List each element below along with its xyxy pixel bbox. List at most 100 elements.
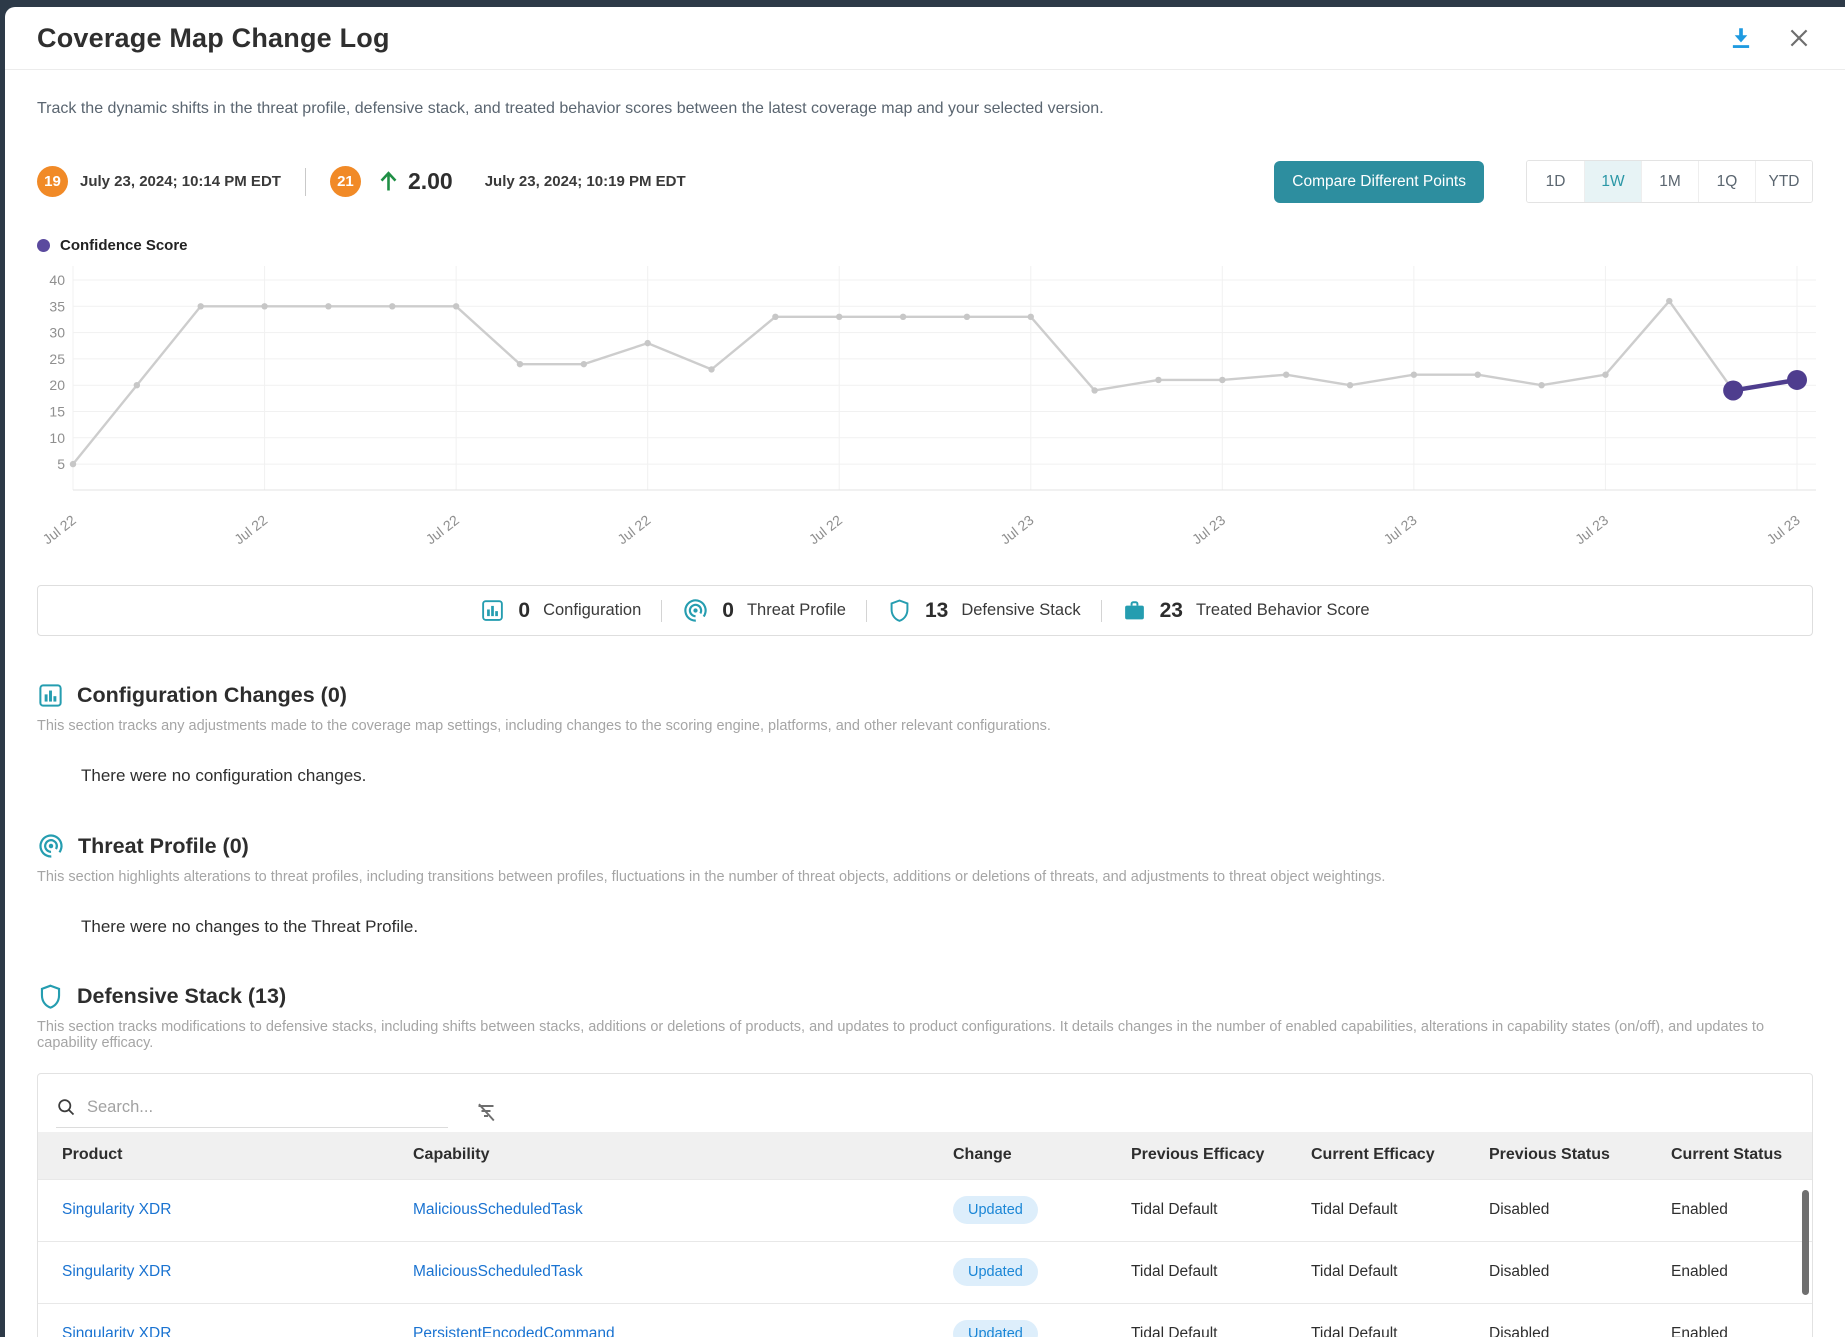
to-point-date: July 23, 2024; 10:19 PM EDT	[484, 173, 686, 190]
confidence-score-chart[interactable]: 5 10 15 20 25 30 35 40 Jul 22 Jul 22 Jul 22 Jul 22 J…	[37, 258, 1816, 583]
summary-threat-profile-count: 0	[722, 598, 734, 622]
range-tab-1q[interactable]: 1Q	[1698, 161, 1755, 202]
table-row: Singularity XDR PersistentEncodedCommand…	[38, 1302, 1812, 1337]
section-description: This section tracks modifications to def…	[37, 1019, 1765, 1051]
summary-treated-behavior: 23 Treated Behavior Score	[1122, 598, 1370, 623]
previous-efficacy-cell: Tidal Default	[1121, 1178, 1301, 1241]
chart-legend: Confidence Score	[37, 237, 1813, 254]
svg-text:25: 25	[49, 351, 65, 367]
summary-configuration: 0 Configuration	[480, 598, 641, 623]
svg-text:Jul 23: Jul 23	[1380, 512, 1419, 548]
table-row: Singularity XDR MaliciousScheduledTask U…	[38, 1240, 1812, 1303]
empty-state-text: There were no configuration changes.	[81, 766, 367, 785]
svg-text:Jul 22: Jul 22	[231, 512, 270, 548]
svg-text:35: 35	[49, 298, 65, 314]
table-header-row: Product Capability Change Previous Effic…	[38, 1132, 1812, 1179]
section-title: Threat Profile (0)	[78, 833, 249, 858]
svg-text:40: 40	[49, 272, 65, 288]
range-tab-1d[interactable]: 1D	[1527, 161, 1584, 202]
clear-filters-button[interactable]	[474, 1100, 498, 1124]
search-icon	[58, 1098, 75, 1115]
summary-defensive-stack-label: Defensive Stack	[961, 601, 1081, 619]
summary-threat-profile: 0 Threat Profile	[682, 597, 846, 624]
product-link[interactable]: Singularity XDR	[62, 1201, 172, 1218]
section-description: This section highlights alterations to t…	[37, 869, 1386, 885]
section-title: Defensive Stack (13)	[77, 984, 287, 1008]
col-change: Change	[943, 1132, 1121, 1179]
col-current-efficacy: Current Efficacy	[1301, 1132, 1479, 1179]
summary-treated-behavior-count: 23	[1159, 598, 1183, 622]
previous-efficacy-cell: Tidal Default	[1121, 1240, 1301, 1303]
table-scrollbar[interactable]	[1802, 1190, 1809, 1295]
empty-state-text: There were no changes to the Threat Prof…	[81, 917, 419, 936]
compare-different-points-button[interactable]: Compare Different Points	[1274, 160, 1484, 203]
from-point-date: July 23, 2024; 10:14 PM EDT	[80, 173, 281, 190]
defensive-stack-table-card: Product Capability Change Previous Effic…	[37, 1073, 1813, 1337]
previous-status-cell: Disabled	[1479, 1302, 1661, 1337]
download-icon	[1732, 28, 1750, 48]
svg-text:15: 15	[49, 404, 65, 420]
change-badge: Updated	[953, 1320, 1038, 1337]
change-summary-bar: 0 Configuration 0 Threat Profile 13 De	[37, 585, 1813, 636]
arrow-up-icon	[380, 171, 397, 191]
from-point-badge: 19	[37, 166, 68, 197]
defensive-stack-section: Defensive Stack (13) This section tracks…	[37, 983, 1813, 1337]
svg-text:5: 5	[57, 456, 65, 472]
divider	[661, 599, 663, 622]
current-status-cell: Enabled	[1661, 1302, 1812, 1337]
close-icon	[1790, 29, 1808, 47]
threat-profile-icon	[684, 599, 707, 622]
svg-text:Jul 23: Jul 23	[1189, 512, 1228, 548]
divider	[1100, 599, 1102, 622]
page-title: Coverage Map Change Log	[37, 22, 390, 53]
range-tab-ytd[interactable]: YTD	[1755, 161, 1812, 202]
table-row: Singularity XDR MaliciousScheduledTask U…	[38, 1178, 1812, 1241]
col-current-status: Current Status	[1661, 1132, 1812, 1179]
col-previous-efficacy: Previous Efficacy	[1121, 1132, 1301, 1179]
briefcase-icon	[1124, 601, 1144, 620]
shield-icon	[40, 984, 61, 1009]
product-link[interactable]: Singularity XDR	[62, 1263, 172, 1280]
search-input[interactable]	[87, 1097, 427, 1117]
legend-label: Confidence Score	[60, 237, 188, 254]
delta-value: 2.00	[407, 168, 453, 194]
change-badge: Updated	[953, 1258, 1038, 1286]
previous-status-cell: Disabled	[1479, 1240, 1661, 1303]
range-tab-1w[interactable]: 1W	[1584, 161, 1641, 202]
summary-defensive-stack: 13 Defensive Stack	[887, 598, 1081, 623]
summary-treated-behavior-label: Treated Behavior Score	[1195, 601, 1370, 619]
col-previous-status: Previous Status	[1479, 1132, 1661, 1179]
previous-efficacy-cell: Tidal Default	[1121, 1302, 1301, 1337]
capability-link[interactable]: PersistentEncodedCommand	[413, 1325, 615, 1337]
summary-configuration-label: Configuration	[543, 601, 642, 619]
download-button[interactable]	[1727, 24, 1755, 52]
to-point-badge: 21	[329, 166, 361, 197]
summary-configuration-count: 0	[518, 598, 531, 622]
svg-text:30: 30	[49, 325, 65, 341]
defensive-stack-table: Product Capability Change Previous Effic…	[38, 1132, 1812, 1337]
summary-threat-profile-label: Threat Profile	[746, 601, 846, 619]
section-description: This section tracks any adjustments made…	[37, 718, 1051, 734]
svg-text:Jul 22: Jul 22	[423, 512, 462, 548]
legend-dot	[37, 239, 50, 252]
close-button[interactable]	[1785, 24, 1813, 52]
search-box[interactable]	[56, 1097, 448, 1128]
current-status-cell: Enabled	[1661, 1240, 1812, 1303]
bar-chart-icon	[39, 684, 62, 707]
current-efficacy-cell: Tidal Default	[1301, 1302, 1479, 1337]
product-link[interactable]: Singularity XDR	[62, 1325, 172, 1337]
svg-text:Jul 22: Jul 22	[40, 512, 79, 548]
comparison-row: 19 July 23, 2024; 10:14 PM EDT 21 2.00 J…	[37, 160, 1813, 203]
svg-text:Jul 23: Jul 23	[1764, 512, 1803, 548]
summary-defensive-stack-count: 13	[924, 598, 949, 622]
configuration-changes-section: Configuration Changes (0) This section t…	[37, 682, 1813, 786]
threat-profile-section: Threat Profile (0) This section highligh…	[37, 832, 1813, 937]
coverage-map-change-log-dialog: Coverage Map Change Log Track the dynami…	[5, 7, 1845, 1337]
capability-link[interactable]: MaliciousScheduledTask	[413, 1263, 583, 1280]
col-product: Product	[38, 1132, 403, 1179]
divider	[304, 167, 306, 196]
svg-text:20: 20	[49, 377, 65, 393]
range-tab-1m[interactable]: 1M	[1641, 161, 1698, 202]
capability-link[interactable]: MaliciousScheduledTask	[413, 1201, 583, 1218]
current-efficacy-cell: Tidal Default	[1301, 1240, 1479, 1303]
